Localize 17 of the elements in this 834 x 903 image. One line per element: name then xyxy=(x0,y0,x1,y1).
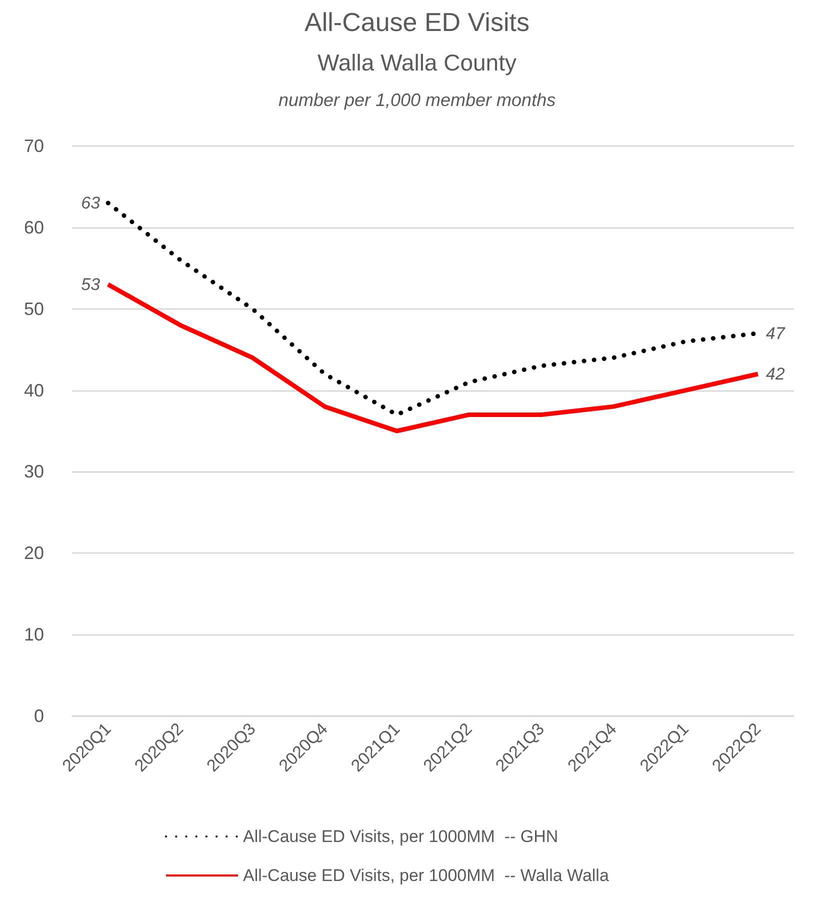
line-series xyxy=(106,282,760,434)
y-tick-label: 40 xyxy=(24,380,44,400)
chart-title: All-Cause ED Visits xyxy=(304,7,530,37)
y-tick-label: 70 xyxy=(24,136,44,156)
y-tick-label: 10 xyxy=(24,624,44,645)
data-label: 63 xyxy=(81,194,101,212)
legend-label: All-Cause ED Visits, per 1000MM -- Walla Walla xyxy=(243,866,610,885)
y-tick-label: 30 xyxy=(24,462,44,482)
y-tick-label: 0 xyxy=(34,706,44,726)
y-tick-label: 50 xyxy=(24,298,44,319)
y-tick-label: 20 xyxy=(24,543,44,564)
data-label: 47 xyxy=(766,324,786,343)
legend-label: All-Cause ED Visits, per 1000MM -- GHN xyxy=(243,827,558,846)
chart-subtitle: Walla Walla County number per 1,000 member months xyxy=(278,50,556,110)
y-tick-label: 60 xyxy=(24,217,44,238)
data-label: 53 xyxy=(81,274,101,294)
data-label: 42 xyxy=(766,364,786,384)
